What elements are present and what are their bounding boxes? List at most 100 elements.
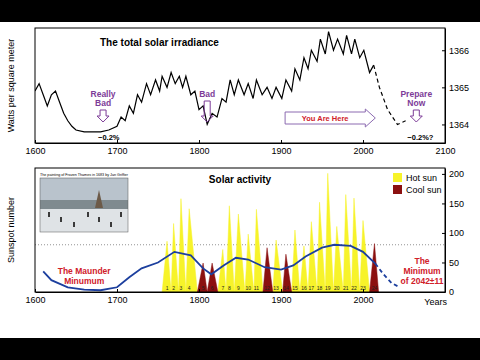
inset-figure: [120, 212, 122, 217]
inset-figure: [98, 217, 100, 222]
cycle-label: 23: [360, 285, 366, 291]
tick-mark: [117, 289, 118, 292]
inset-border: [40, 178, 128, 232]
tick-mark: [442, 203, 445, 204]
annotation-text: The Maunder: [58, 266, 112, 276]
line-series: [375, 264, 397, 286]
tick: 0: [442, 287, 454, 297]
cycle-label: 10: [245, 285, 251, 291]
tick-label: 200: [449, 169, 464, 179]
tick: 1900: [271, 140, 291, 156]
cycle-label: 5: [202, 285, 205, 291]
y-axis: 0 50 100 150 200: [442, 169, 464, 298]
axis-line: [445, 169, 446, 293]
cycle-label: 14: [283, 285, 289, 291]
cycle-label: 24: [372, 285, 378, 291]
legend-entry: Hot sun: [406, 173, 437, 183]
tick-mark: [35, 289, 36, 292]
plot-area: [35, 32, 406, 132]
tick: 100: [442, 228, 464, 238]
inset-shore: [40, 200, 128, 209]
y-axis-title: Sunspot number: [6, 197, 16, 263]
inset-ice: [40, 208, 128, 232]
annotation-text: Minimum: [403, 266, 441, 276]
tick-mark: [442, 174, 445, 175]
annotation-text: Bad: [199, 89, 215, 99]
legend-swatch: [393, 173, 402, 182]
tick-label: 1600: [25, 146, 45, 156]
letterbox: [0, 0, 480, 360]
tick-label: 2000: [353, 146, 373, 156]
cycle-label: 7: [221, 285, 224, 291]
tick-label: 1600: [25, 295, 45, 305]
tick: 200: [442, 169, 464, 179]
annotation-text: Minumum: [64, 276, 105, 286]
tick-label: 50: [449, 258, 459, 268]
tick-label: 2000: [353, 295, 373, 305]
annotation-text: −0.2%?: [407, 133, 433, 142]
cycle-label: 21: [343, 285, 349, 291]
tick-label: 150: [449, 199, 464, 209]
tick-mark: [363, 140, 364, 143]
x-axis: 1600 1700 1800 1900 2000: [25, 289, 445, 305]
cycle-label: 16: [301, 285, 307, 291]
tick: 2000: [353, 140, 373, 156]
cycle-label: 8: [228, 285, 231, 291]
tick: 1600: [25, 140, 45, 156]
tick-label: 1366: [449, 46, 469, 56]
cycle-label: 1: [166, 285, 169, 291]
axis-line: [36, 143, 446, 144]
annotation-text: Now: [407, 98, 425, 108]
tick-label: 1364: [449, 120, 469, 130]
axis-line: [445, 29, 446, 144]
tick-label: 1700: [107, 295, 127, 305]
background: [0, 22, 480, 338]
tick: 1800: [189, 140, 209, 156]
inset-figure: [48, 212, 50, 217]
cycle-label: 12: [264, 285, 270, 291]
chart-title: The total solar irradiance: [100, 37, 219, 48]
cycle-label: 18: [317, 285, 323, 291]
annotation-arrow: [97, 110, 109, 122]
tick-label: 1900: [271, 146, 291, 156]
legend-swatch: [393, 185, 402, 194]
tick-mark: [281, 140, 282, 143]
annotation-arrow: [410, 110, 422, 122]
tick: 2000: [353, 289, 373, 305]
annotation-text: You Are Here: [302, 114, 349, 123]
tick-label: 1900: [271, 295, 291, 305]
tick-label: 1800: [189, 146, 209, 156]
tick-label: 100: [449, 228, 464, 238]
tick-mark: [442, 50, 445, 51]
line-series: [35, 32, 374, 132]
tick-label: 1365: [449, 83, 469, 93]
chart-title: Solar activity: [209, 174, 272, 185]
x-axis-title: Years: [424, 297, 447, 307]
y-axis: 1364 1365 1366: [442, 29, 469, 144]
cycle-label: 11: [254, 285, 259, 291]
tick-label: 2100: [435, 146, 455, 156]
cycle-label: 22: [351, 285, 357, 291]
plot-frame: [35, 28, 445, 143]
annotation-text: −0.2%: [98, 133, 120, 142]
tick: 1700: [107, 140, 127, 156]
cycle-labels: 123456789101112131415161718192021222324: [166, 285, 378, 291]
tick-mark: [199, 289, 200, 292]
plot-area: [35, 173, 445, 292]
tick-mark: [199, 140, 200, 143]
annotation-text: The: [414, 256, 429, 266]
y-axis-title: Watts per square meter: [6, 39, 16, 133]
inset-figure: [87, 212, 89, 217]
inset: [40, 178, 128, 232]
cycle-label: 6: [211, 285, 214, 291]
tick: 1364: [442, 120, 469, 130]
tick-label: 1700: [107, 146, 127, 156]
tick-label: 1800: [189, 295, 209, 305]
chart-panel: The painting of Frozen Thames in 1683 by…: [6, 168, 464, 307]
legend: Hot sunCool sun: [393, 173, 442, 195]
line-series: [43, 245, 375, 290]
annotation-text: of 2042±11: [401, 276, 444, 286]
inset-caption: The painting of Frozen Thames in 1683 by…: [40, 172, 129, 177]
inset-figure: [60, 217, 62, 222]
cycle-label: 17: [309, 285, 315, 291]
